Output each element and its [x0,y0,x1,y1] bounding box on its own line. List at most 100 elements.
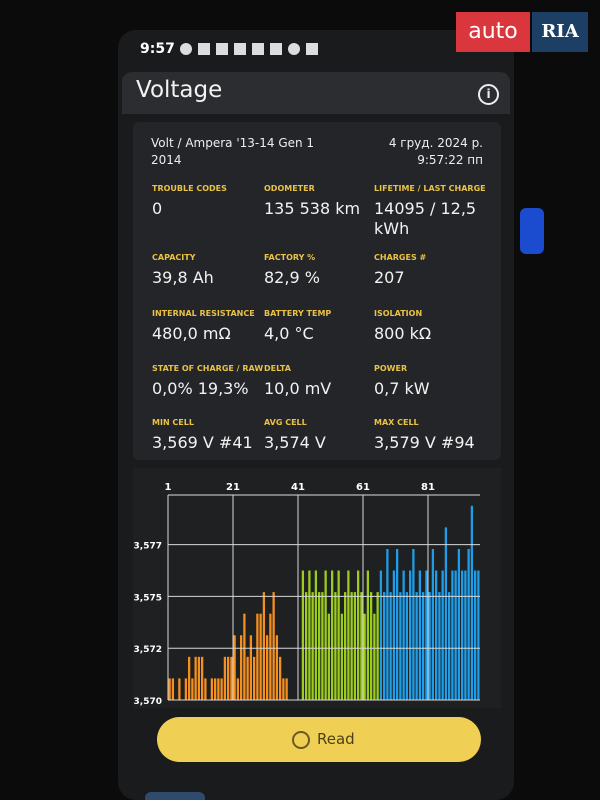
bar [448,592,451,700]
bar [477,570,480,700]
bar [435,570,438,700]
stat-label: INTERNAL RESISTANCE [152,309,255,318]
bar [223,656,227,700]
bar [168,678,171,700]
bar [246,656,249,700]
stat-value: 4,0 °C [264,324,314,343]
bar [379,570,383,700]
bar [428,592,431,700]
status-icons [180,43,400,57]
bar [178,678,181,700]
stat-label: DELTA [264,364,291,373]
bar [347,570,350,700]
stat-value: 82,9 % [264,268,320,287]
bar [389,592,392,700]
read-label: Read [317,730,355,748]
bar [474,570,477,700]
bar [227,656,230,700]
stat-label: CHARGES # [374,253,427,262]
stat-value: 0 [152,199,163,218]
stat-value: 207 [374,268,405,287]
stat-value: 10,0 mV [264,379,332,398]
app-bar [122,72,510,114]
bar [188,656,191,700]
vehicle: Volt / Ampera '13-14 Gen 1 2014 [151,136,315,167]
reflection [520,208,544,254]
bar [240,635,243,700]
bar [314,570,318,700]
bar [337,570,340,700]
bar [220,678,223,700]
app-title: Voltage [136,77,223,103]
bar [275,635,279,700]
bar [357,570,360,700]
bar [318,592,321,700]
stat-label: POWER [374,364,408,373]
stat-value: 3,574 V [264,433,326,452]
bar [451,570,454,700]
bar [210,678,214,700]
bar [259,613,262,700]
bar [285,678,288,700]
bar [321,592,324,700]
watermark-brand: auto [456,12,530,52]
chart: 1 21 41 61 81 3,570 3,572 3,575 3,577 [134,482,480,707]
bar [366,570,370,700]
x-tick-label: 41 [291,482,305,493]
x-tick-label: 21 [226,482,240,493]
stat-value: 480,0 mΩ [152,324,231,343]
read-button[interactable] [157,717,481,762]
bar [327,613,331,700]
bar [350,592,353,700]
y-tick-label: 3,575 [134,593,162,603]
bar [197,656,201,700]
stat-value: 3,569 V #41 [152,433,253,452]
bar [409,570,412,700]
bar [363,613,366,700]
bar [191,678,194,700]
bar [425,570,428,700]
bar [204,678,207,700]
stat-label: MIN CELL [152,418,194,427]
bar [457,548,461,700]
bar [467,548,470,700]
bar [344,592,347,700]
bar [308,570,311,700]
bar [256,613,259,700]
bar [340,613,344,700]
nav-hint [145,792,205,800]
stat-label: ODOMETER [264,184,315,193]
bar [214,678,217,700]
stat-value: 39,8 Ah [152,268,214,287]
stat-value: 3,579 V #94 [374,433,475,452]
bar [243,613,246,700]
stat-label: FACTORY % [264,253,316,262]
stat-label: MAX CELL [374,418,419,427]
bar [402,570,405,700]
info-button[interactable]: i [478,84,499,105]
bar [386,548,389,700]
bar [431,548,435,700]
bar [370,592,373,700]
bar [418,570,422,700]
bar [233,635,236,700]
bar [230,656,233,700]
stat-label: CAPACITY [152,253,196,262]
stat-value: 14095 / 12,5 kWh [374,199,477,238]
bar [249,635,253,700]
bar [376,592,379,700]
bar [396,548,399,700]
bar [405,592,409,700]
bar [272,592,275,700]
x-tick-label: 81 [421,482,435,493]
watermark-box: RIA [532,12,588,52]
bar [279,656,282,700]
bar [441,570,444,700]
stat-value: 0,7 kW [374,379,430,398]
bar [171,678,175,700]
stat-label: LIFETIME / LAST CHARGE [374,184,486,193]
bar [422,592,425,700]
bar [217,678,220,700]
stat-value: 800 kΩ [374,324,432,343]
